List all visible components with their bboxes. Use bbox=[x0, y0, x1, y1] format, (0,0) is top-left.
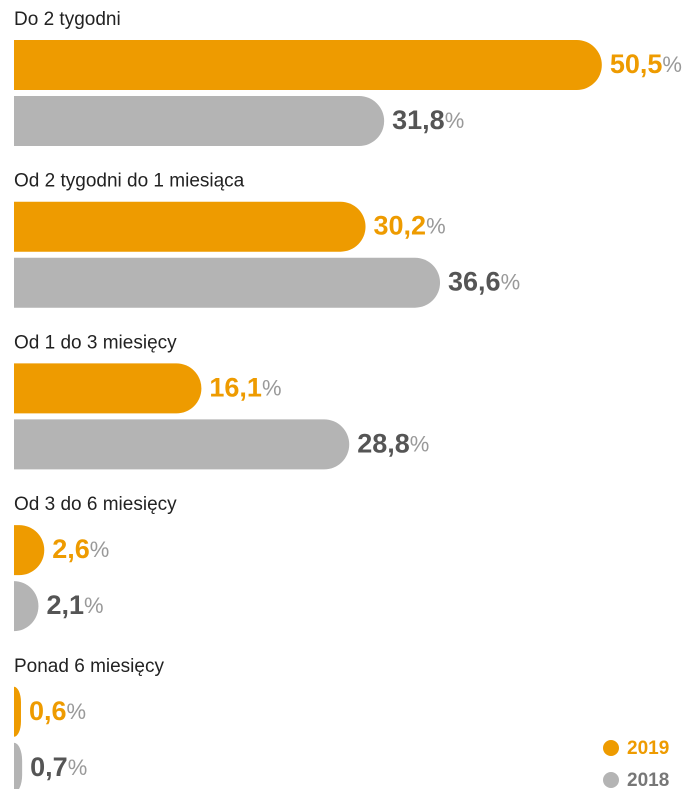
value-number: 28,8 bbox=[357, 429, 410, 459]
bar bbox=[14, 40, 602, 90]
legend-label: 2018 bbox=[627, 770, 669, 789]
value-number: 0,6 bbox=[29, 696, 67, 726]
category-label: Ponad 6 miesięcy bbox=[14, 656, 164, 677]
value-unit: % bbox=[445, 108, 465, 133]
value-unit: % bbox=[262, 375, 282, 400]
value-unit: % bbox=[67, 699, 87, 724]
value-number: 36,6 bbox=[448, 267, 501, 297]
category-label: Od 1 do 3 miesięcy bbox=[14, 332, 177, 353]
value-label: 50,5% bbox=[610, 49, 682, 79]
category-label: Od 2 tygodni do 1 miesiąca bbox=[14, 171, 245, 192]
value-number: 30,2 bbox=[374, 211, 427, 241]
category-label: Do 2 tygodni bbox=[14, 9, 121, 30]
value-label: 28,8% bbox=[357, 429, 429, 459]
value-label: 16,1% bbox=[209, 373, 281, 403]
bar bbox=[14, 201, 366, 252]
value-unit: % bbox=[84, 593, 104, 618]
value-label: 30,2% bbox=[374, 211, 446, 241]
bar bbox=[14, 686, 21, 737]
bar bbox=[14, 742, 23, 789]
legend-label: 2019 bbox=[627, 738, 669, 759]
bar bbox=[14, 257, 441, 308]
value-unit: % bbox=[662, 52, 682, 77]
value-number: 2,6 bbox=[52, 534, 90, 564]
bar bbox=[14, 525, 45, 576]
value-label: 2,1% bbox=[46, 590, 103, 620]
value-number: 2,1 bbox=[46, 590, 84, 620]
value-number: 16,1 bbox=[209, 373, 262, 403]
bar bbox=[14, 419, 350, 470]
value-number: 0,7 bbox=[30, 752, 68, 782]
bar bbox=[14, 363, 202, 414]
value-number: 50,5 bbox=[610, 49, 663, 79]
value-unit: % bbox=[90, 537, 110, 562]
value-unit: % bbox=[501, 270, 521, 295]
category-label: Od 3 do 6 miesięcy bbox=[14, 494, 177, 515]
value-unit: % bbox=[68, 755, 88, 780]
value-label: 0,6% bbox=[29, 696, 86, 726]
value-label: 2,6% bbox=[52, 534, 109, 564]
value-unit: % bbox=[410, 431, 430, 456]
bar bbox=[14, 95, 385, 146]
legend-swatch bbox=[603, 772, 619, 788]
legend-swatch bbox=[603, 740, 619, 756]
value-unit: % bbox=[426, 214, 446, 239]
value-label: 36,6% bbox=[448, 267, 520, 297]
value-label: 0,7% bbox=[30, 752, 87, 782]
value-label: 31,8% bbox=[392, 105, 464, 135]
bar bbox=[14, 581, 39, 632]
value-number: 31,8 bbox=[392, 105, 445, 135]
